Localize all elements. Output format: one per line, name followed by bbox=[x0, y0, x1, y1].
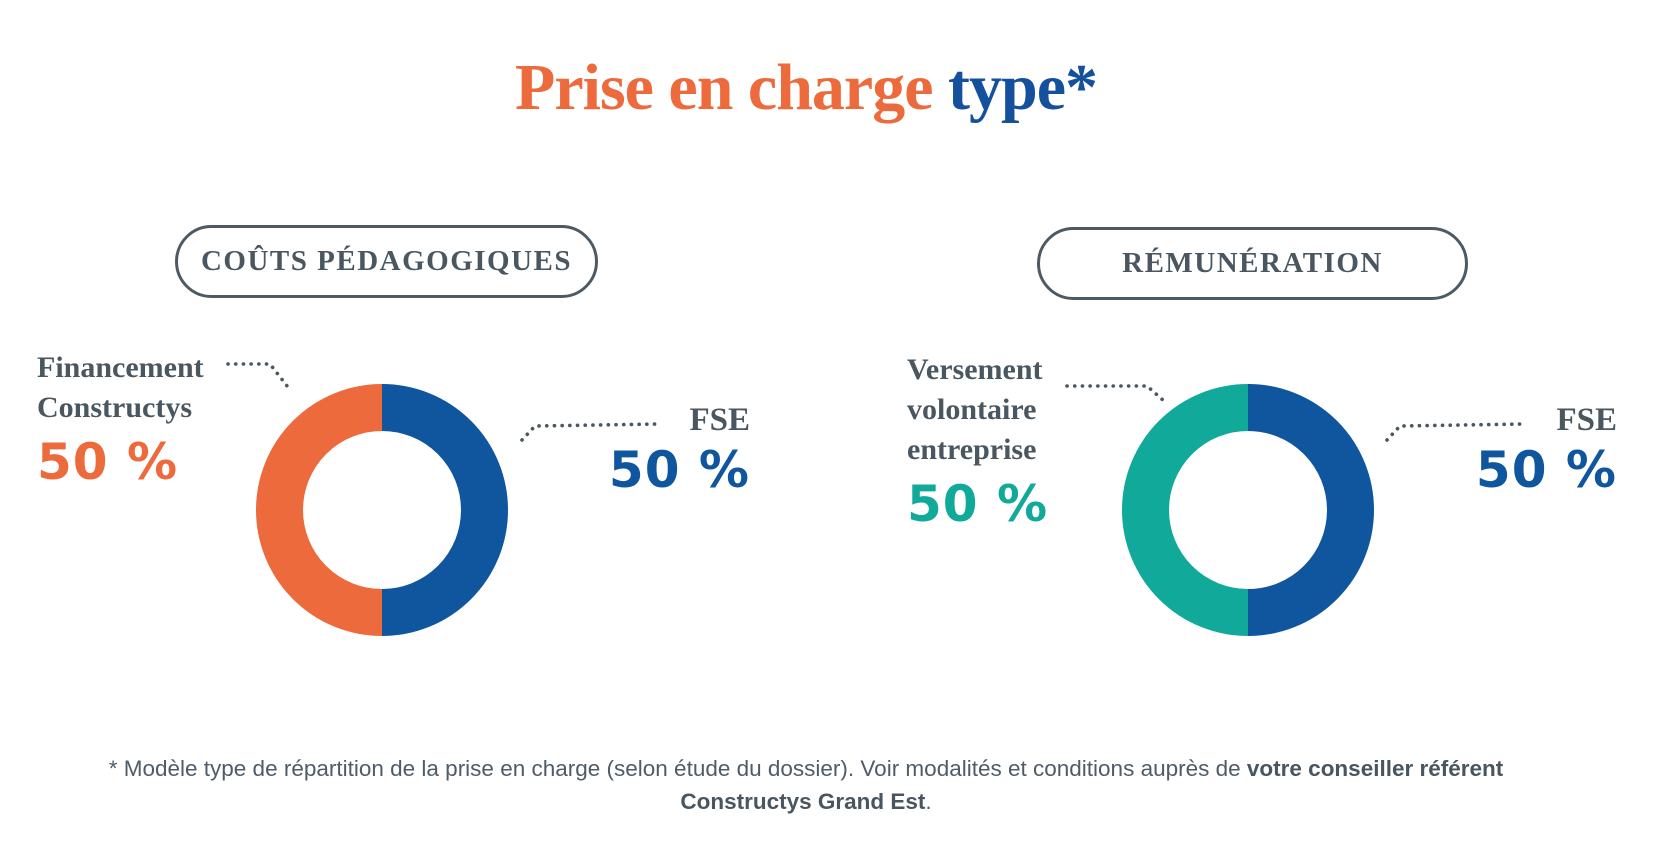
donut-segment bbox=[256, 384, 383, 636]
footnote-line2-bold: Constructys Grand Est bbox=[680, 789, 926, 814]
donut-segment bbox=[1122, 384, 1249, 636]
label-fse-right: FSE 50 % bbox=[1427, 402, 1617, 497]
label-versement-line3: entreprise bbox=[907, 433, 1037, 466]
page-title-orange-part: Prise en charge bbox=[515, 51, 949, 124]
label-financement-constructys: Financement Constructys 50 % bbox=[37, 348, 204, 489]
value-financement-pct: 50 % bbox=[37, 433, 179, 491]
footnote-line2-tail: . bbox=[925, 789, 932, 814]
pill-remuneration-label: RÉMUNÉRATION bbox=[1122, 247, 1383, 279]
footnote-line2: Constructys Grand Est. bbox=[56, 785, 1556, 818]
value-fse-right-pct: 50 % bbox=[1475, 441, 1617, 499]
footnote: * Modèle type de répartition de la prise… bbox=[56, 752, 1556, 818]
pill-remuneration: RÉMUNÉRATION bbox=[1037, 227, 1468, 300]
footnote-line1-regular: * Modèle type de répartition de la prise… bbox=[108, 756, 1247, 781]
pill-couts-pedagogiques: COÛTS PÉDAGOGIQUES bbox=[175, 225, 598, 298]
leader-line-fse-right bbox=[1385, 422, 1526, 442]
label-fse-left-text: FSE bbox=[689, 402, 750, 438]
leader-line-financement bbox=[226, 362, 293, 393]
value-versement-pct: 50 % bbox=[907, 475, 1049, 533]
donut-chart-couts-pedagogiques bbox=[256, 384, 508, 636]
label-fse-left: FSE 50 % bbox=[560, 402, 750, 497]
footnote-line1: * Modèle type de répartition de la prise… bbox=[56, 752, 1556, 785]
leader-line-fse-left bbox=[520, 422, 661, 442]
label-fse-right-text: FSE bbox=[1556, 402, 1617, 438]
label-financement-line2: Constructys bbox=[37, 391, 192, 424]
label-versement-line2: volontaire bbox=[907, 393, 1037, 426]
donut-segment bbox=[1247, 384, 1374, 636]
label-versement-line1: Versement bbox=[907, 353, 1043, 386]
page-title: Prise en charge type* bbox=[515, 48, 1098, 128]
value-fse-left-pct: 50 % bbox=[608, 441, 750, 499]
pill-couts-pedagogiques-label: COÛTS PÉDAGOGIQUES bbox=[200, 245, 573, 277]
label-versement-volontaire: Versement volontaire entreprise 50 % bbox=[907, 350, 1048, 531]
donut-chart-remuneration bbox=[1122, 384, 1374, 636]
footnote-line1-bold: votre conseiller référent bbox=[1246, 756, 1504, 781]
label-financement-line1: Financement bbox=[37, 351, 204, 384]
page-title-blue-part: type* bbox=[948, 51, 1098, 124]
donut-segment bbox=[381, 384, 508, 636]
